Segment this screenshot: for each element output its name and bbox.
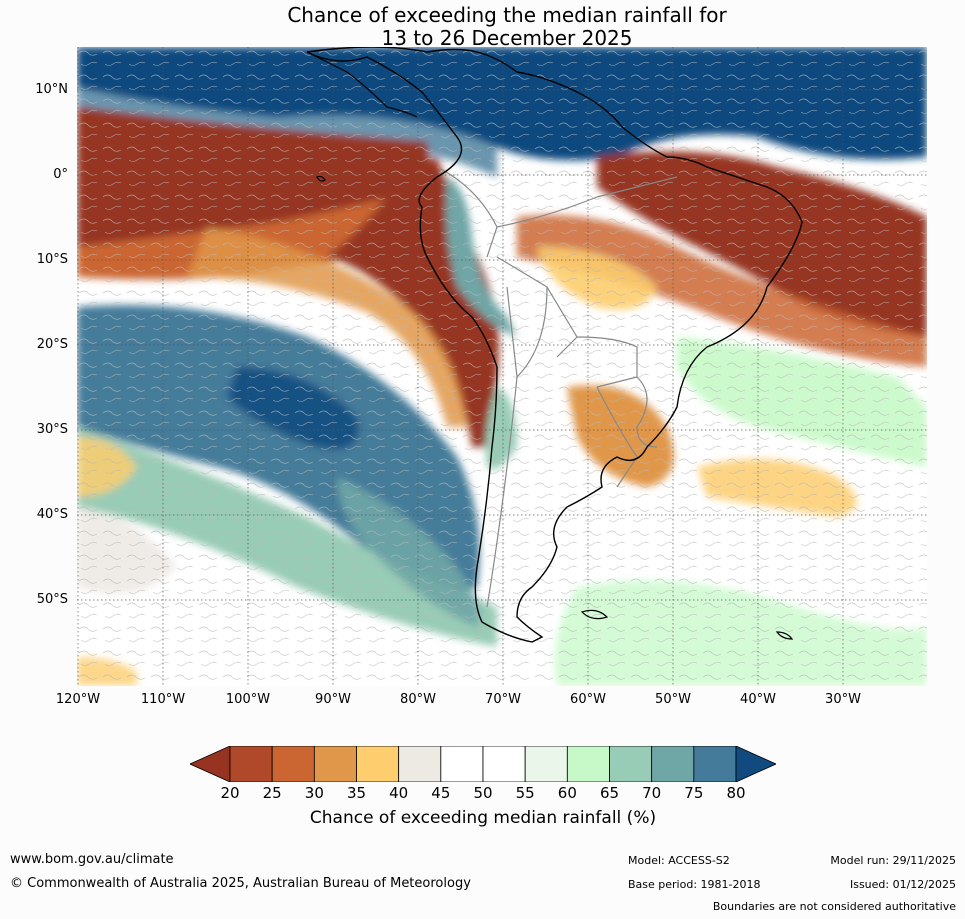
colorbar-tick-label: 60	[557, 784, 577, 802]
footer-copyright: © Commonwealth of Australia 2025, Austra…	[10, 876, 471, 891]
lat-label-30s: 30°S	[36, 422, 68, 437]
colorbar-tick-label: 70	[642, 784, 662, 802]
colorbar-bin	[651, 746, 695, 782]
coastline-south-georgia	[775, 631, 794, 640]
colorbar-bin	[313, 746, 357, 782]
coastline-south-america	[306, 47, 803, 643]
country-borders	[436, 166, 678, 608]
chart-title: Chance of exceeding the median rainfall …	[0, 4, 965, 50]
lat-label-20s: 20°S	[36, 337, 68, 352]
colorbar-bin	[609, 746, 653, 782]
lat-label-50s: 50°S	[36, 592, 68, 607]
title-line-2: 13 to 26 December 2025	[381, 26, 633, 50]
colorbar-bin	[524, 746, 568, 782]
lon-label-120w: 120°W	[55, 692, 101, 707]
colorbar-bin	[229, 746, 273, 782]
lon-label-100w: 100°W	[225, 692, 271, 707]
colorbar-bin	[566, 746, 610, 782]
title-line-1: Chance of exceeding the median rainfall …	[287, 3, 727, 27]
colorbar-tick-label: 45	[431, 784, 451, 802]
lon-label-110w: 110°W	[140, 692, 186, 707]
colorbar-tick-label: 50	[473, 784, 493, 802]
lon-label-40w: 40°W	[740, 692, 776, 707]
lon-label-50w: 50°W	[655, 692, 691, 707]
colorbar-bin	[482, 746, 526, 782]
colorbar-extend-low	[190, 746, 231, 782]
lon-label-90w: 90°W	[315, 692, 351, 707]
lat-label-10n: 10°N	[35, 82, 68, 97]
colorbar-tick-label: 55	[515, 784, 535, 802]
lon-label-80w: 80°W	[400, 692, 436, 707]
footer-issued: Issued: 01/12/2025	[849, 878, 956, 891]
lat-label-40s: 40°S	[36, 507, 68, 522]
contour-texture	[77, 47, 927, 686]
coastline-falklands	[580, 609, 609, 620]
colorbar-bin	[693, 746, 737, 782]
colorbar-tick-label: 25	[262, 784, 282, 802]
footer-boundaries-note: Boundaries are not considered authoritat…	[712, 900, 956, 913]
lon-label-30w: 30°W	[825, 692, 861, 707]
map-canvas	[77, 47, 927, 686]
lon-label-60w: 60°W	[570, 692, 606, 707]
colorbar-tick-label: 35	[346, 784, 367, 802]
colorbar-tick-label: 80	[726, 784, 746, 802]
rainfall-probability-map	[77, 47, 927, 686]
coastline-central-america	[306, 51, 418, 118]
footer-model: Model: ACCESS-S2	[628, 854, 730, 867]
footer-model-run: Model run: 29/11/2025	[830, 854, 956, 867]
colorbar-extend-high	[735, 746, 776, 782]
colorbar-tick-label: 30	[304, 784, 324, 802]
colorbar	[190, 746, 776, 782]
colorbar-bin	[398, 746, 442, 782]
colorbar-tick-label: 40	[389, 784, 409, 802]
footer-base-period: Base period: 1981-2018	[628, 878, 761, 891]
colorbar-bin	[271, 746, 315, 782]
lat-label-0: 0°	[53, 167, 68, 182]
colorbar-tick-label: 20	[220, 784, 240, 802]
footer-url: www.bom.gov.au/climate	[10, 852, 174, 867]
lat-label-10s: 10°S	[36, 252, 68, 267]
coastline-galapagos	[316, 175, 326, 182]
colorbar-bin	[356, 746, 400, 782]
colorbar-tick-label: 65	[599, 784, 620, 802]
colorbar-bin	[440, 746, 484, 782]
lon-label-70w: 70°W	[485, 692, 521, 707]
colorbar-label: Chance of exceeding median rainfall (%)	[309, 808, 657, 828]
colorbar-tick-label: 75	[684, 784, 704, 802]
